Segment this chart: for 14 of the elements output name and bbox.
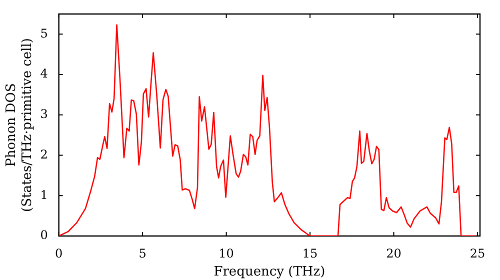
y-tick-label: 0 [40,228,48,242]
x-tick-label: 0 [55,246,63,260]
y-tick-label: 4 [40,66,48,81]
y-tick-label: 1 [40,188,48,202]
x-tick-label: 20 [386,246,402,260]
y-tick-label: 5 [40,26,48,40]
x-axis-title: Frequency (THz) [214,264,326,280]
y-tick-label: 2 [40,147,48,162]
y-axis-title: Phonon DOS (States/THz·primitive cell) [4,38,35,212]
x-tick-label: 10 [218,246,234,260]
y-tick-label: 3 [40,107,48,122]
x-tick-label: 5 [138,246,146,260]
x-tick-label: 25 [470,246,486,260]
x-tick-label: 15 [302,246,318,260]
